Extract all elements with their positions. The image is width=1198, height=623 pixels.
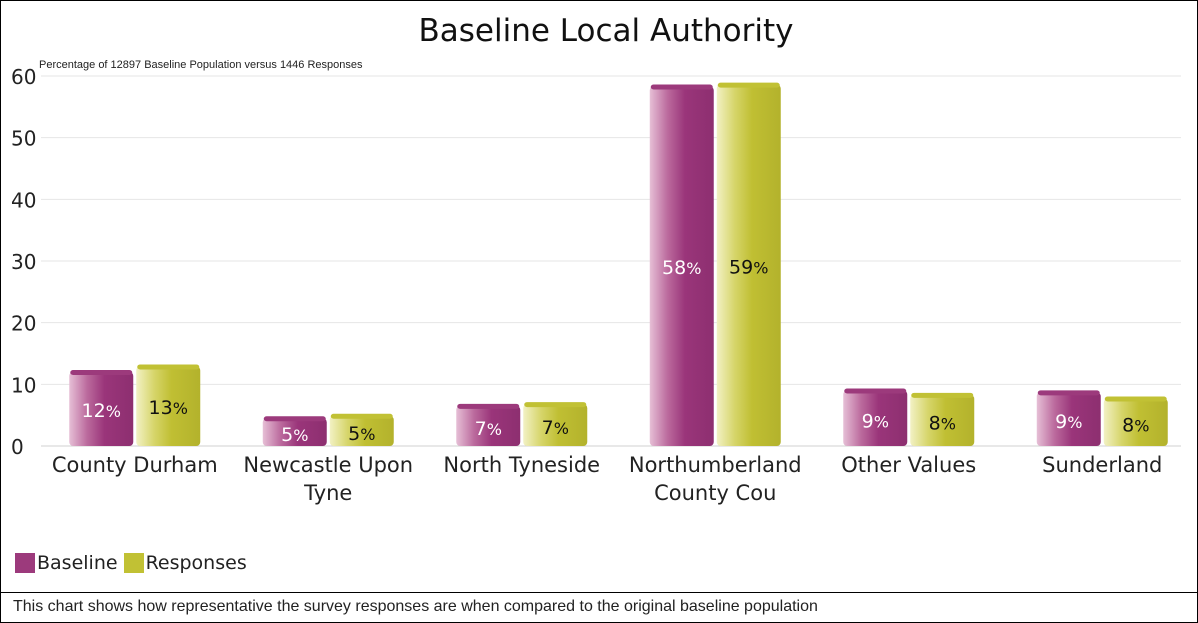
- y-tick-label: 10: [11, 373, 36, 397]
- legend: Baseline Responses: [15, 552, 253, 574]
- bar-responses[interactable]: 13%: [136, 364, 201, 446]
- data-label: 7%: [542, 417, 569, 439]
- bar-responses[interactable]: 5%: [329, 413, 394, 446]
- x-category-label-line: Sunderland: [1042, 453, 1163, 477]
- bar-fill: [69, 372, 134, 446]
- bar-fill: [716, 84, 781, 446]
- data-label: 13%: [149, 397, 188, 419]
- x-category-label-line: Northumberland: [628, 453, 802, 477]
- bar-responses[interactable]: 7%: [523, 402, 588, 446]
- bar-fill: [843, 390, 908, 446]
- data-label: 5%: [348, 423, 375, 445]
- data-label: 5%: [281, 424, 308, 446]
- bar-cap: [137, 364, 200, 370]
- bar-fill: [136, 366, 201, 446]
- legend-label-baseline: Baseline: [37, 552, 118, 574]
- chart-title: Baseline Local Authority: [418, 13, 794, 49]
- y-tick-label: 0: [11, 435, 24, 459]
- x-category-label-line: Tyne: [304, 481, 353, 505]
- bar-cap: [650, 84, 713, 90]
- chart-subtitle: Percentage of 12897 Baseline Population …: [39, 59, 363, 71]
- x-category-label-line: County Cou: [654, 481, 777, 505]
- bar-fill: [523, 404, 588, 446]
- data-label: 12%: [82, 400, 121, 422]
- bar-cap: [844, 388, 907, 394]
- data-label: 8%: [929, 412, 956, 434]
- bar-cap: [911, 392, 974, 398]
- x-category-label-line: County Durham: [51, 453, 218, 477]
- plot-area: 0 10 20 30 40 50 60 12% 13% 5% 5% 7% 7% 58% 59% 9% 8% 9%…: [11, 65, 1181, 459]
- bar-responses[interactable]: 8%: [910, 392, 975, 446]
- y-tick-label: 40: [11, 188, 36, 212]
- bar-fill: [262, 418, 327, 446]
- data-label: 59%: [729, 256, 768, 278]
- x-category-label: North Tyneside: [422, 451, 622, 479]
- x-category-label-line: Newcastle Upon: [243, 453, 414, 477]
- y-tick-label: 60: [11, 65, 36, 89]
- bar-baseline[interactable]: 9%: [1036, 390, 1101, 446]
- bar-cap: [70, 370, 133, 375]
- caption-divider: [1, 592, 1198, 593]
- bar-fill: [1103, 398, 1168, 446]
- bar-baseline[interactable]: 7%: [456, 403, 521, 446]
- y-tick-label: 50: [11, 127, 36, 151]
- data-label: 58%: [662, 257, 701, 279]
- bar-cap: [457, 403, 520, 409]
- bar-cap: [524, 402, 587, 408]
- legend-swatch-responses: [123, 553, 144, 573]
- bar-fill: [456, 405, 521, 446]
- bar-cap: [717, 82, 780, 88]
- bar-baseline[interactable]: 12%: [69, 370, 134, 446]
- data-label: 8%: [1122, 414, 1149, 436]
- bar-cap: [1037, 390, 1100, 396]
- x-category-label: Northumberland County Cou: [615, 451, 815, 507]
- bar-fill: [910, 394, 975, 446]
- x-category-label-line: Other Values: [841, 453, 977, 477]
- y-tick-label: 30: [11, 250, 36, 274]
- legend-item-responses[interactable]: Responses: [123, 552, 247, 574]
- bar-fill: [329, 415, 394, 446]
- data-label: 7%: [475, 418, 502, 440]
- bar-cap: [1104, 396, 1167, 402]
- bar-cap: [263, 416, 326, 422]
- bar-cap: [330, 413, 393, 419]
- bar-baseline[interactable]: 9%: [843, 388, 908, 447]
- legend-label-responses: Responses: [145, 552, 247, 574]
- chart-caption: This chart shows how representative the …: [13, 598, 818, 615]
- x-category-label: Newcastle Upon Tyne: [228, 451, 428, 507]
- x-category-label: Other Values: [809, 451, 1009, 479]
- data-label: 9%: [1055, 411, 1082, 433]
- bar-baseline[interactable]: 58%: [649, 84, 714, 446]
- x-category-label-line: North Tyneside: [443, 453, 601, 477]
- bar-responses[interactable]: 8%: [1103, 396, 1168, 446]
- bar-fill: [649, 86, 714, 446]
- bar-baseline[interactable]: 5%: [262, 416, 327, 446]
- y-tick-label: 20: [11, 312, 36, 336]
- bar-fill: [1036, 392, 1101, 446]
- bar-responses[interactable]: 59%: [716, 82, 781, 446]
- data-label: 9%: [862, 410, 889, 432]
- x-category-label: Sunderland: [1002, 451, 1198, 479]
- x-category-label: County Durham: [35, 451, 235, 479]
- legend-swatch-baseline: [15, 553, 35, 573]
- legend-item-baseline[interactable]: Baseline: [15, 552, 118, 574]
